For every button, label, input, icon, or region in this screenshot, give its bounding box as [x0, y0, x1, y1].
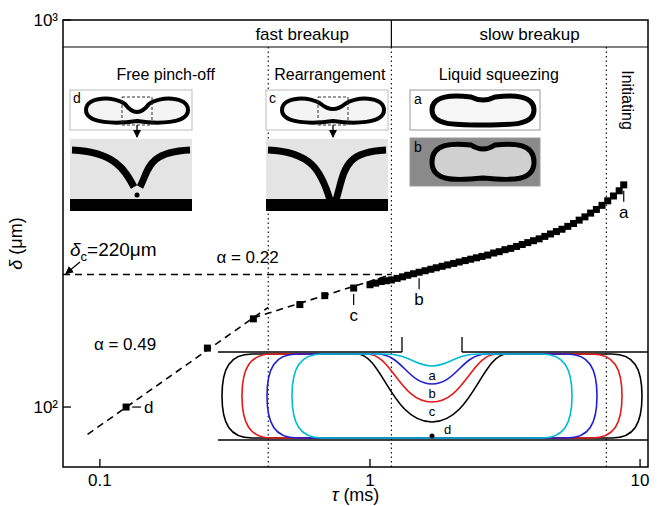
contour [292, 354, 572, 438]
zoom-wall [70, 199, 192, 211]
zoom-arrow [136, 125, 137, 137]
data-point [250, 315, 257, 322]
fit-line [253, 275, 391, 318]
channel-wall [218, 351, 402, 352]
point-label: a [619, 203, 629, 222]
photo-bg [410, 138, 540, 186]
data-point [416, 269, 423, 276]
channel-wall [461, 337, 462, 352]
photo-label: b [414, 139, 422, 155]
critical-symbol: δ [70, 239, 81, 260]
photo-bg [70, 90, 192, 130]
droplet [86, 99, 188, 123]
x-axis-title: τ (ms) [332, 485, 380, 505]
contour-label: a [428, 368, 436, 383]
critical-text: =220μm [87, 239, 157, 260]
photo-inset: b [410, 138, 540, 186]
data-point [296, 301, 303, 308]
contour [267, 354, 597, 438]
fit-line [88, 307, 269, 434]
x-tick [369, 459, 370, 467]
contour-label: b [428, 386, 435, 401]
header-split [391, 20, 392, 47]
satellite [430, 434, 435, 439]
photo-inset: a [410, 90, 540, 130]
label-leader [623, 191, 624, 202]
label-leader [353, 294, 354, 305]
y-tick [63, 406, 71, 407]
channel-wall [401, 337, 402, 352]
critical-arrow [66, 262, 80, 274]
photo-label: c [269, 90, 276, 106]
point-label: c [349, 306, 358, 325]
stage-boundary [606, 47, 607, 467]
channel-wall [462, 351, 648, 352]
stage-label: Free pinch-off [116, 66, 215, 83]
zoom-box [122, 97, 152, 125]
axis-unit: (ms) [338, 485, 379, 505]
y-axis-title: δ (μm) [6, 217, 26, 269]
channel-wall [218, 439, 648, 440]
data-point [350, 285, 357, 292]
photo-inset: d [70, 90, 192, 211]
zoom-interface [72, 150, 134, 187]
zoom-interface [336, 150, 386, 200]
x-tick-label: 0.1 [88, 471, 112, 490]
stage-label: Rearrangement [274, 66, 386, 83]
zoom-interface [140, 150, 190, 187]
photo-bg [410, 90, 540, 130]
label-leader [132, 406, 141, 407]
x-tick [99, 459, 100, 467]
data-point [620, 181, 627, 188]
contour-label: d [444, 422, 451, 437]
plot-data [63, 181, 627, 434]
header-label: slow breakup [480, 25, 580, 44]
photo-label: a [414, 91, 422, 107]
y-tick-label: 10² [33, 398, 58, 417]
header-band [63, 46, 648, 47]
point-label: d [144, 398, 153, 417]
zoom-bg [70, 139, 192, 211]
label-leader [419, 278, 420, 289]
zoom-bg [266, 139, 388, 211]
satellite [135, 193, 140, 198]
stage-label: Liquid squeezing [439, 66, 559, 83]
y-tick [63, 19, 71, 20]
contour [242, 354, 622, 438]
droplet [282, 99, 384, 123]
zoom-box [318, 97, 348, 125]
contour [222, 354, 642, 438]
point-label: b [414, 290, 423, 309]
frame [63, 20, 648, 467]
droplet [432, 144, 534, 179]
droplet [432, 96, 534, 125]
data-point [204, 345, 211, 352]
stage-boundary [391, 47, 392, 467]
contour-inset: abcd [218, 337, 648, 440]
zoom-arrow [332, 125, 333, 137]
contour-label: c [429, 404, 436, 419]
zoom-interface [268, 150, 330, 200]
x-tick [639, 459, 640, 467]
chart: fast breakup slow breakup Free pinch-off Re… [0, 0, 661, 506]
header-label: fast breakup [255, 25, 349, 44]
data-point [123, 404, 130, 411]
y-tick-label: 10³ [33, 11, 58, 30]
slope-label: α = 0.22 [216, 248, 278, 267]
stage-label: Initiating [619, 70, 636, 130]
photo-bg [266, 90, 388, 130]
fit-line [63, 274, 391, 276]
data-point [321, 292, 328, 299]
photo-label: d [73, 90, 81, 106]
critical-label: δc=220μm [70, 239, 157, 264]
x-tick-label: 10 [631, 471, 650, 490]
photo-inset: c [266, 90, 388, 211]
slope-label: α = 0.49 [94, 335, 156, 354]
axis-unit: (μm) [6, 217, 26, 259]
